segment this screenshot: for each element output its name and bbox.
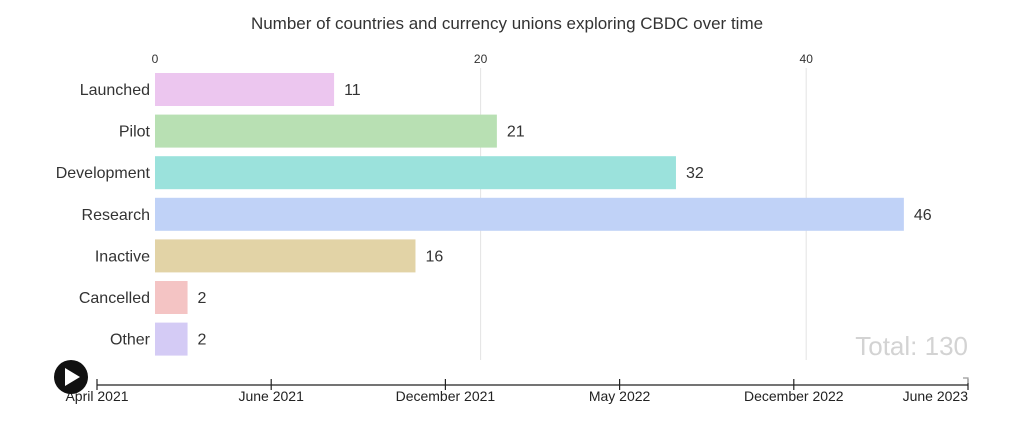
- timeline-label[interactable]: June 2021: [238, 388, 304, 404]
- value-label: 11: [344, 82, 361, 99]
- x-axis-ticks: 0 20 40: [152, 52, 814, 66]
- category-label: Research: [82, 207, 150, 224]
- bar-inactive: [155, 239, 416, 273]
- timeline-label[interactable]: April 2021: [65, 388, 128, 404]
- value-label: 16: [425, 248, 443, 265]
- value-label: 2: [198, 290, 207, 307]
- bar-cancelled: [155, 281, 188, 314]
- bar-development: [155, 156, 676, 190]
- timeline-label[interactable]: May 2022: [589, 388, 651, 404]
- timeline-label[interactable]: December 2022: [744, 388, 844, 404]
- timeline-label[interactable]: December 2021: [396, 388, 496, 404]
- category-label: Pilot: [119, 124, 151, 141]
- x-tick-label: 20: [474, 52, 488, 66]
- bar-pilot: [155, 114, 497, 148]
- timeline[interactable]: April 2021 June 2021 December 2021 May 2022…: [65, 377, 969, 404]
- play-button[interactable]: [54, 360, 88, 394]
- bars: [155, 73, 904, 356]
- value-label: 21: [507, 124, 525, 141]
- timeline-label[interactable]: June 2023: [903, 388, 969, 404]
- chart-title: Number of countries and currency unions …: [251, 14, 763, 33]
- category-label: Launched: [80, 82, 150, 99]
- value-label: 32: [686, 165, 704, 182]
- total-annotation: Total: 130: [855, 331, 968, 361]
- category-label: Development: [56, 165, 151, 182]
- category-label: Cancelled: [79, 290, 150, 307]
- bar-other: [155, 322, 188, 356]
- category-label: Other: [110, 332, 151, 349]
- bar-research: [155, 197, 904, 231]
- x-tick-label: 40: [800, 52, 814, 66]
- timeline-ticks: [96, 379, 969, 390]
- bar-launched: [155, 73, 335, 106]
- value-labels: 11 21 32 46 16 2 2: [198, 82, 932, 349]
- timeline-labels[interactable]: April 2021 June 2021 December 2021 May 2022…: [65, 388, 968, 404]
- value-label: 46: [914, 207, 932, 224]
- play-icon[interactable]: [65, 368, 80, 386]
- x-tick-label: 0: [152, 52, 159, 66]
- value-label: 2: [198, 332, 207, 349]
- category-label: Inactive: [95, 248, 150, 265]
- category-labels: Launched Pilot Development Research Inactive…: [56, 82, 151, 349]
- timeline-handle-icon[interactable]: [963, 377, 969, 383]
